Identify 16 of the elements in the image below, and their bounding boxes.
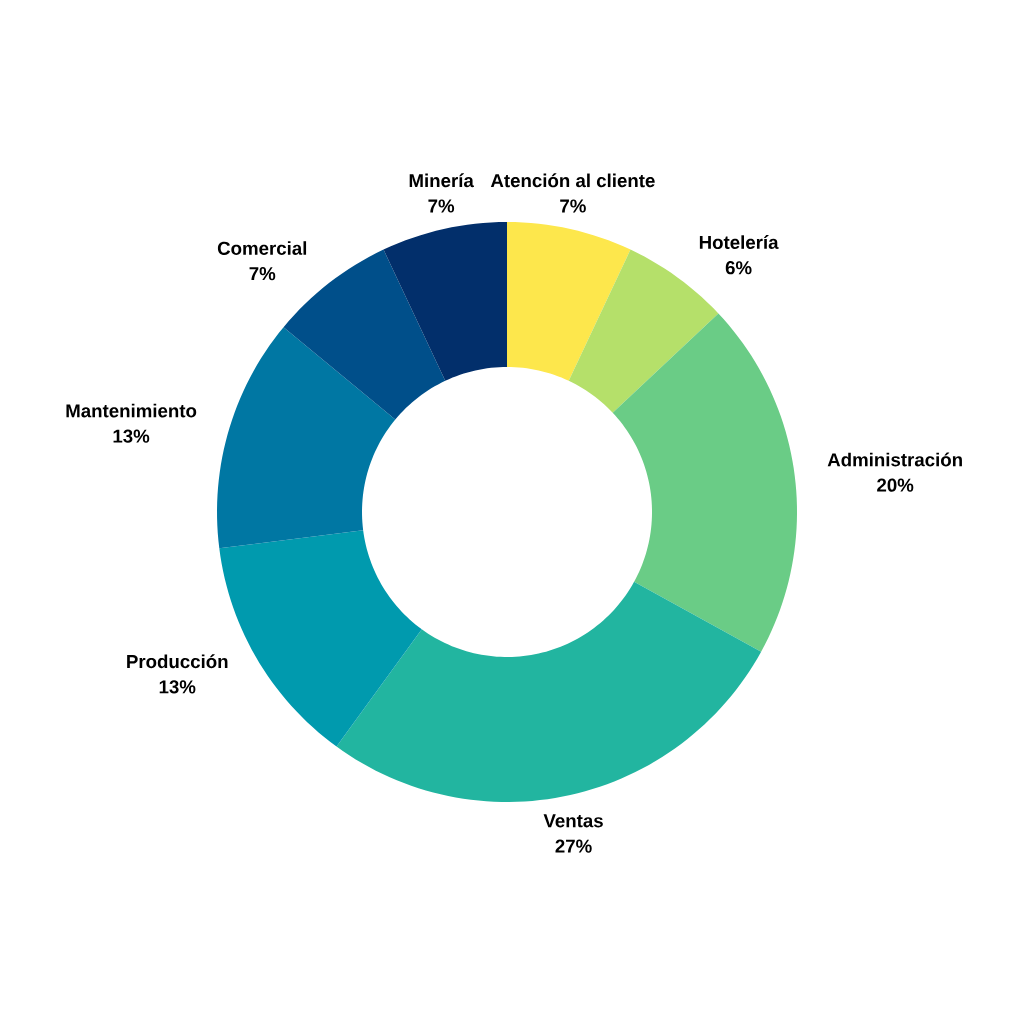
slice-label: Producción — [127, 654, 228, 669]
slice-label: Comercial — [217, 241, 307, 255]
data-label: 7% — [560, 199, 586, 213]
data-label: 6% — [725, 261, 752, 275]
slice-label: Ventas — [543, 814, 603, 828]
data-label: 27% — [555, 839, 592, 853]
slice-label: Administración — [827, 452, 962, 467]
slice-label: Hotelería — [699, 235, 779, 249]
slice-label: Minería — [409, 173, 474, 188]
slice-label: Atención al cliente — [490, 173, 655, 188]
data-label: 7% — [249, 267, 276, 281]
data-label: 7% — [428, 199, 455, 213]
slice-label: Mantenimiento — [66, 403, 197, 418]
data-label: 13% — [113, 429, 150, 443]
data-label: 20% — [877, 478, 914, 492]
data-label: 13% — [159, 680, 196, 694]
